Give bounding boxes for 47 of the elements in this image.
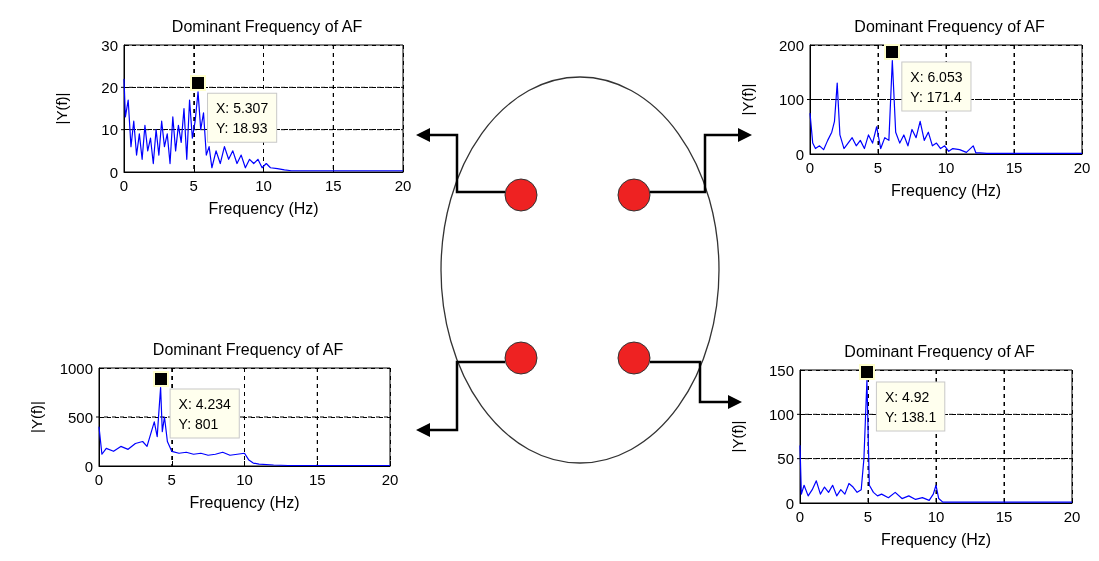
x-tick-label: 10 xyxy=(937,159,955,176)
y-tick-label: 30 xyxy=(101,36,118,54)
y-tick-label: 0 xyxy=(795,145,804,163)
chart-title: Dominant Frequency of AF xyxy=(152,340,344,358)
annotation: X: 4.234 Y: 801 xyxy=(178,395,231,432)
x-tick-label: 15 xyxy=(308,471,326,488)
x-tick-label: 0 xyxy=(119,177,129,194)
y-tick-label: 50 xyxy=(777,450,794,468)
x-tick-label: 15 xyxy=(324,177,342,194)
x-tick-label: 0 xyxy=(805,159,815,176)
x-tick-label: 20 xyxy=(1073,159,1091,176)
x-tick-label: 5 xyxy=(863,508,873,525)
y-tick-label: 500 xyxy=(67,408,93,426)
y-tick-label: 1000 xyxy=(59,359,93,377)
x-axis-title: Frequency (Hz) xyxy=(189,493,300,511)
x-tick-label: 15 xyxy=(995,508,1013,525)
x-tick-label: 20 xyxy=(381,471,399,488)
x-tick-label: 10 xyxy=(236,471,253,488)
chart-title: Dominant Frequency of AF xyxy=(854,17,1045,35)
x-tick-label: 5 xyxy=(167,471,176,488)
chart-title: Dominant Frequency of AF xyxy=(171,17,363,35)
y-tick-label: 100 xyxy=(768,405,794,423)
x-tick-label: 5 xyxy=(189,177,198,194)
annotation: X: 6.053 Y: 171.4 xyxy=(910,68,963,105)
annotation: X: 4.92 Y: 138.1 xyxy=(884,388,937,425)
y-tick-label: 0 xyxy=(785,494,794,512)
x-axis-title: Frequency (Hz) xyxy=(208,199,319,217)
y-tick-label: 0 xyxy=(84,457,93,475)
y-tick-label: 100 xyxy=(778,91,804,108)
y-tick-label: 10 xyxy=(101,121,118,139)
x-tick-label: 20 xyxy=(1063,508,1081,525)
y-axis-title: |Y(f)| xyxy=(53,92,70,125)
chart-title: Dominant Frequency of AF xyxy=(844,342,1035,360)
x-axis-title: Frequency (Hz) xyxy=(890,181,1002,199)
x-tick-label: 10 xyxy=(255,177,272,194)
x-tick-label: 10 xyxy=(927,508,945,525)
y-axis-title: |Y(f)| xyxy=(739,83,756,116)
x-axis-title: Frequency (Hz) xyxy=(880,530,992,548)
annotation: X: 5.307 Y: 18.93 xyxy=(216,99,269,136)
y-axis-title: |Y(f)| xyxy=(729,420,746,453)
y-tick-label: 150 xyxy=(768,361,794,379)
x-tick-label: 15 xyxy=(1005,159,1023,176)
y-tick-label: 200 xyxy=(778,36,804,54)
y-tick-label: 20 xyxy=(101,78,118,96)
x-tick-label: 20 xyxy=(394,177,412,194)
x-tick-label: 5 xyxy=(873,159,883,176)
y-axis-title: |Y(f)| xyxy=(28,401,45,433)
